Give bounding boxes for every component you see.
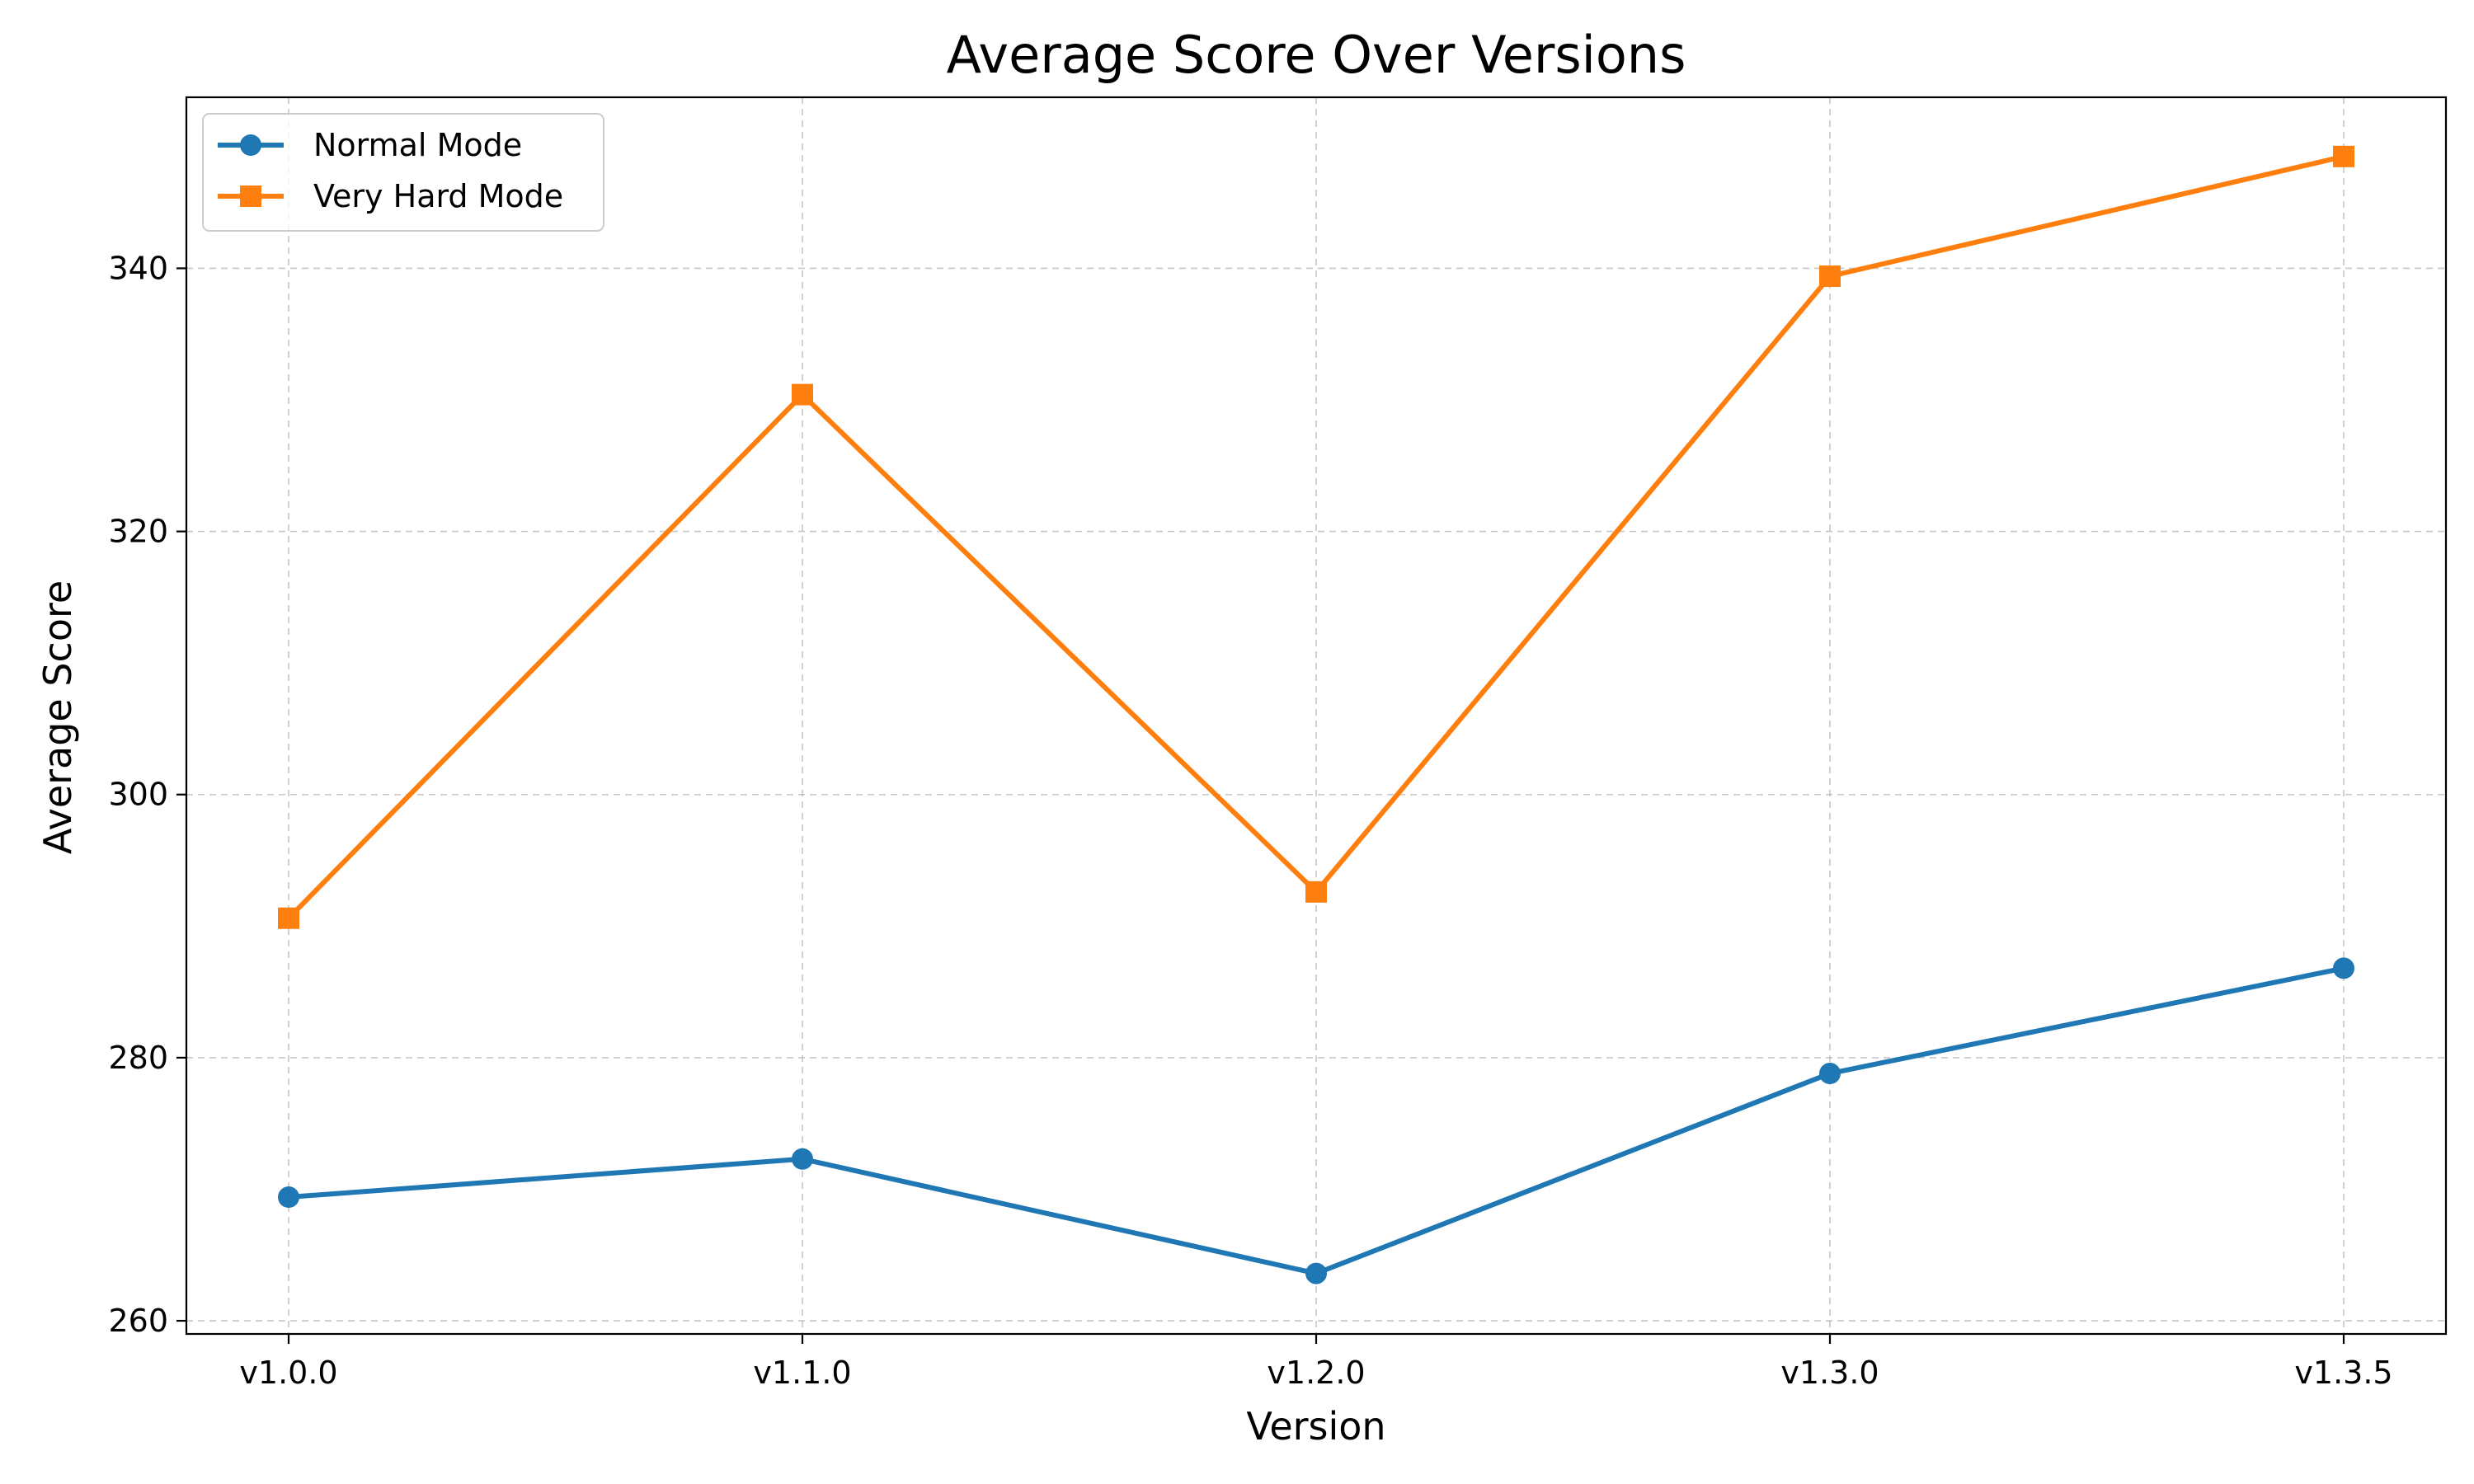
normal-mode-legend-label: Normal Mode <box>313 127 522 163</box>
normal-mode-point <box>2333 957 2354 979</box>
y-axis-title: Average Score <box>35 580 80 854</box>
y-tick-label: 280 <box>108 1040 168 1076</box>
x-axis-title: Version <box>1246 1404 1385 1449</box>
very-hard-mode-legend-label: Very Hard Mode <box>313 178 563 214</box>
ticks-layer: v1.0.0 v1.1.0 v1.2.0 v1.3.0 v1.3.5 260 280 300 3… <box>108 250 2392 1391</box>
grid-layer <box>186 97 2446 1334</box>
normal-mode-point <box>792 1148 813 1170</box>
very-hard-mode-legend-marker <box>240 186 261 207</box>
x-tick-label: v1.1.0 <box>753 1355 851 1391</box>
y-tick-label: 320 <box>108 514 168 550</box>
very-hard-mode-point <box>1305 881 1327 903</box>
very-hard-mode-point <box>792 383 813 406</box>
legend-box <box>202 113 604 232</box>
y-tick-label: 300 <box>108 777 168 813</box>
legend: Normal Mode Very Hard Mode <box>202 113 604 232</box>
x-tick-label: v1.3.5 <box>2294 1355 2392 1391</box>
y-tick-label: 340 <box>108 250 168 286</box>
x-tick-label: v1.3.0 <box>1780 1355 1879 1391</box>
x-tick-label: v1.2.0 <box>1267 1355 1365 1391</box>
series-layer <box>278 145 2354 1284</box>
very-hard-mode-point <box>1819 265 1841 288</box>
very-hard-mode-point <box>278 907 299 929</box>
normal-mode-legend-marker <box>240 134 261 156</box>
normal-mode-point <box>1305 1262 1327 1284</box>
very-hard-mode-point <box>2333 145 2354 167</box>
normal-mode-point <box>1819 1063 1841 1085</box>
y-tick-label: 260 <box>108 1303 168 1339</box>
normal-mode-point <box>278 1186 299 1209</box>
chart-title: Average Score Over Versions <box>947 25 1686 85</box>
x-tick-label: v1.0.0 <box>239 1355 337 1391</box>
